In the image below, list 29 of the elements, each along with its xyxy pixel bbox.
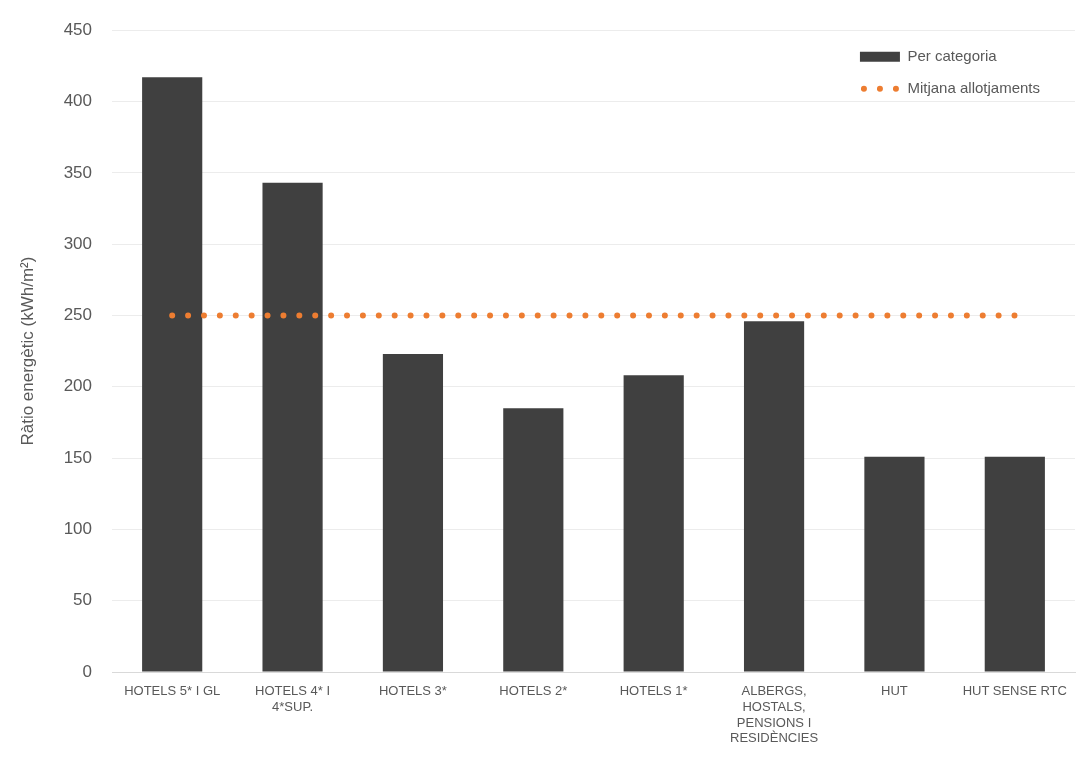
bar — [262, 182, 323, 672]
x-tick-label: HUT SENSE RTC — [962, 683, 1067, 699]
y-axis-title: Ràtio energètic (kWh/m²) — [17, 256, 37, 446]
y-tick-label: 250 — [63, 305, 92, 325]
y-tick-label: 350 — [63, 162, 92, 182]
x-tick-label: HUT — [881, 683, 908, 699]
legend-label: Mitjana allotjaments — [907, 78, 1040, 96]
x-tick-label: ALBERGS, HOSTALS, PENSIONS I RESIDÈNCIES — [729, 683, 819, 746]
bar — [864, 456, 925, 672]
y-tick-label: 400 — [63, 91, 92, 111]
x-tick-label: HOTELS 4* I 4*SUP. — [254, 683, 331, 714]
y-tick-label: 300 — [63, 233, 92, 253]
bar — [382, 353, 444, 672]
bar — [623, 375, 684, 672]
x-tick-label: HOTELS 3* — [378, 683, 447, 699]
bar — [984, 456, 1045, 672]
y-tick-label: 0 — [82, 661, 92, 681]
y-tick-label: 100 — [63, 519, 92, 539]
y-tick-label: 150 — [63, 447, 92, 467]
x-tick-label: HOTELS 5* I GL — [124, 683, 221, 699]
y-tick-label: 450 — [63, 19, 92, 39]
bar — [743, 321, 805, 672]
y-tick-label: 50 — [73, 590, 92, 610]
bar — [142, 77, 203, 672]
y-tick-label: 200 — [63, 376, 92, 396]
x-tick-label: HOTELS 1* — [619, 683, 688, 699]
legend-label: Per categoria — [907, 46, 998, 64]
bar — [503, 408, 564, 672]
x-tick-label: HOTELS 2* — [499, 683, 568, 699]
